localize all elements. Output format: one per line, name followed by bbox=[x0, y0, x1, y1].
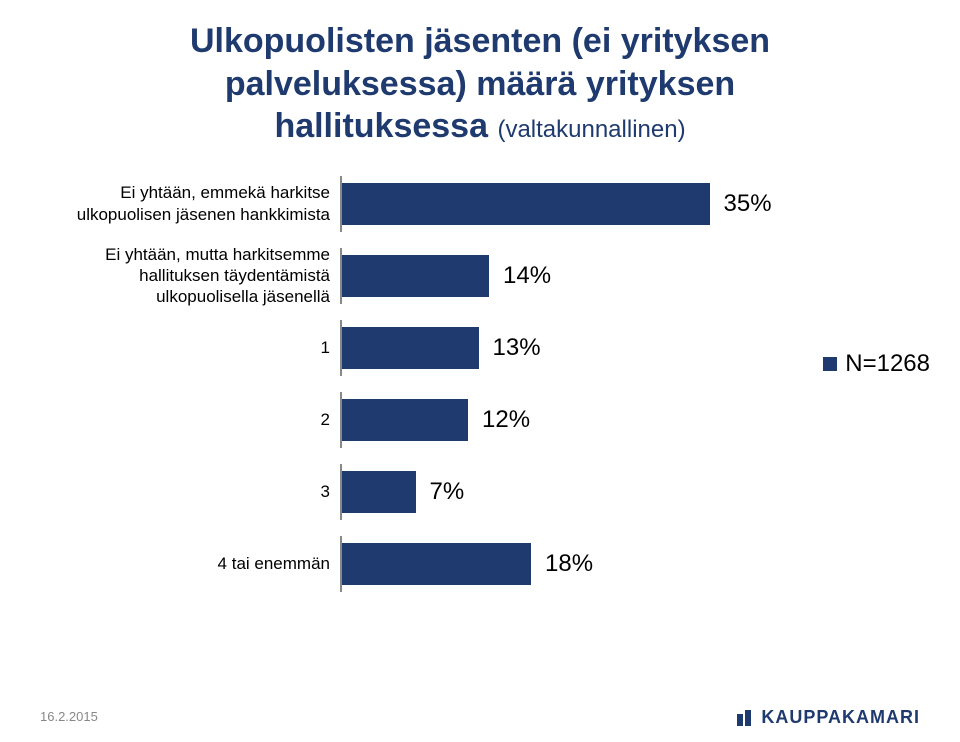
value-label: 12% bbox=[482, 406, 530, 434]
bar-area: 14% bbox=[340, 248, 920, 304]
category-label: 1 bbox=[50, 337, 340, 358]
category-label: 4 tai enemmän bbox=[50, 553, 340, 574]
chart-title: Ulkopuolisten jäsenten (ei yrityksen pal… bbox=[40, 20, 920, 148]
category-label: 2 bbox=[50, 409, 340, 430]
logo-mark-icon bbox=[735, 708, 755, 728]
chart-row: 4 tai enemmän 18% bbox=[50, 536, 920, 592]
bar-area: 7% bbox=[340, 464, 920, 520]
bar-area: 18% bbox=[340, 536, 920, 592]
title-line-2: palveluksessa) määrä yrityksen bbox=[225, 65, 735, 103]
legend-swatch bbox=[823, 357, 837, 371]
category-label: Ei yhtään, mutta harkitsemme hallituksen… bbox=[50, 244, 340, 308]
value-label: 13% bbox=[493, 334, 541, 362]
value-label: 14% bbox=[503, 262, 551, 290]
footer-logo: KAUPPAKAMARI bbox=[735, 707, 920, 728]
bar bbox=[342, 471, 416, 513]
bar-area: 12% bbox=[340, 392, 920, 448]
bar-chart: Ei yhtään, emmekä harkitse ulkopuolisen … bbox=[50, 176, 920, 592]
chart-row: 2 12% bbox=[50, 392, 920, 448]
bar-area: 35% bbox=[340, 176, 920, 232]
chart-row: Ei yhtään, emmekä harkitse ulkopuolisen … bbox=[50, 176, 920, 232]
title-line-3-sub: (valtakunnallinen) bbox=[497, 116, 685, 143]
title-line-3-main: hallituksessa bbox=[274, 107, 488, 145]
chart-row: 3 7% bbox=[50, 464, 920, 520]
chart-row: 1 13% bbox=[50, 320, 920, 376]
bar bbox=[342, 399, 468, 441]
value-label: 7% bbox=[430, 478, 465, 506]
title-line-1: Ulkopuolisten jäsenten (ei yrityksen bbox=[190, 22, 770, 60]
logo-text: KAUPPAKAMARI bbox=[761, 707, 920, 728]
category-label: 3 bbox=[50, 481, 340, 502]
footer-date: 16.2.2015 bbox=[40, 709, 98, 724]
bar bbox=[342, 543, 531, 585]
chart-row: Ei yhtään, mutta harkitsemme hallituksen… bbox=[50, 248, 920, 304]
legend-label: N=1268 bbox=[845, 350, 930, 378]
legend: N=1268 bbox=[823, 350, 930, 378]
bar bbox=[342, 183, 710, 225]
category-label: Ei yhtään, emmekä harkitse ulkopuolisen … bbox=[50, 182, 340, 225]
value-label: 35% bbox=[724, 190, 772, 218]
bar bbox=[342, 255, 489, 297]
bar bbox=[342, 327, 479, 369]
value-label: 18% bbox=[545, 550, 593, 578]
